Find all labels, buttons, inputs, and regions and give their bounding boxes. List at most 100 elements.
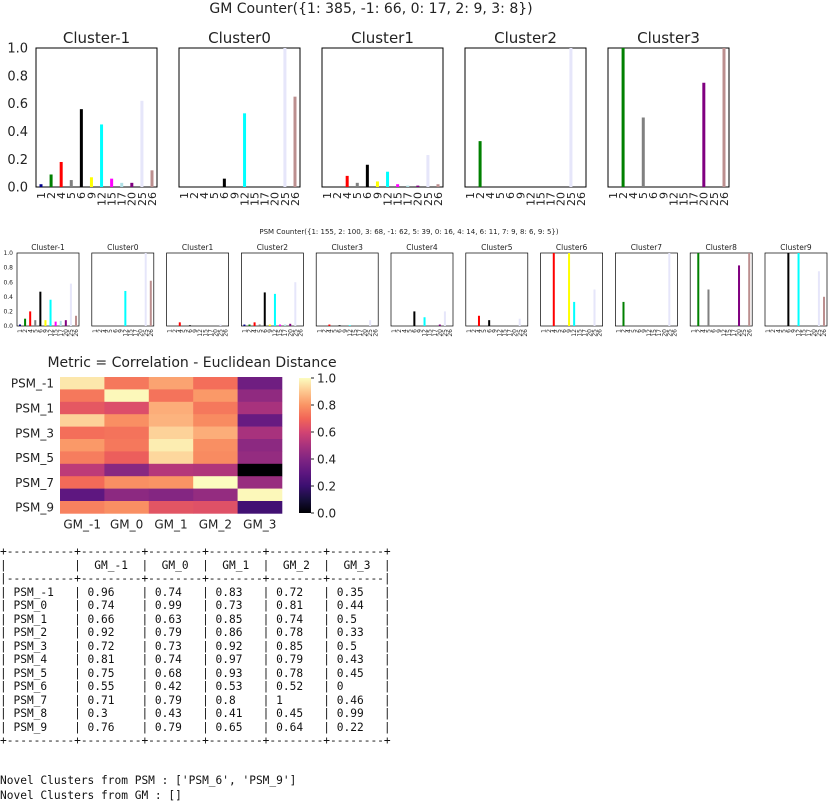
gm-panel-title: Cluster3 [637, 29, 700, 47]
psm-panel-frame [241, 252, 304, 327]
psm-xtick-label: 4 [252, 329, 259, 333]
psm-xtick-label: 26 [447, 329, 454, 337]
heatmap-cell [60, 439, 105, 452]
colorbar-tick-label: 1.0 [317, 372, 336, 386]
psm-bar [477, 315, 480, 326]
psm-xtick-label: 25 [666, 329, 673, 337]
gm-bar [110, 178, 114, 187]
psm-ytick-label: 0.4 [3, 294, 13, 301]
gm-xtick-label: 6 [218, 192, 231, 199]
gm-xtick-label: 9 [371, 192, 384, 199]
heatmap-cell [104, 389, 150, 403]
psm-xtick-label: 4 [626, 329, 633, 333]
heatmap-cell [148, 451, 194, 465]
psm-xtick-label: 12 [48, 329, 55, 337]
gm-xtick-label: 4 [198, 192, 211, 199]
heatmap-cell [60, 488, 105, 502]
psm-xtick-label: 25 [517, 329, 524, 337]
psm-ytick-label: 0.6 [3, 279, 13, 286]
psm-xtick-label: 17 [581, 329, 588, 337]
psm-xtick-label: 9 [267, 329, 274, 333]
heatmap-xtick-label: GM_0 [110, 517, 143, 531]
heatmap-cell [60, 389, 105, 403]
psm-xtick-label: 12 [272, 329, 279, 337]
heatmap-cell [60, 476, 105, 489]
gm-bar [386, 171, 390, 187]
gm-bar [702, 82, 706, 187]
psm-bar [423, 317, 426, 326]
psm-bar [738, 265, 741, 326]
psm-xtick-label: 6 [112, 329, 119, 333]
gm-bar [355, 182, 359, 187]
heatmap-cell [237, 377, 283, 390]
gm-xtick-label: 2 [188, 192, 201, 199]
psm-xtick-label: 25 [592, 329, 599, 337]
heatmap-cell [148, 426, 194, 440]
psm-bar [823, 296, 825, 326]
psm-xtick-label: 2 [471, 329, 478, 333]
psm-xtick-label: 15 [651, 329, 658, 337]
psm-bar [263, 292, 266, 326]
gm-panel-title: Cluster0 [208, 29, 271, 47]
gm-xtick-label: 20 [412, 192, 425, 206]
psm-xtick-label: 5 [706, 329, 713, 333]
heatmap-cell [193, 451, 238, 465]
psm-xtick-label: 26 [522, 329, 529, 337]
psm-bar [552, 253, 555, 326]
psm-xtick-label: 17 [432, 329, 439, 337]
psm-xtick-label: 17 [133, 329, 140, 337]
gm-xtick-label: 25 [422, 192, 435, 206]
psm-xtick-label: 5 [780, 329, 787, 333]
heatmap-xtick-label: GM_3 [243, 517, 276, 531]
gm-xtick-label: 1 [607, 192, 620, 199]
psm-xtick-label: 26 [73, 329, 80, 337]
psm-xtick-label: 1 [17, 329, 24, 333]
gm-xtick-label: 12 [667, 192, 680, 206]
psm-bar [49, 299, 52, 326]
psm-bar [787, 253, 790, 326]
psm-xtick-label: 26 [298, 329, 305, 337]
psm-xtick-label: 1 [616, 329, 623, 333]
heatmap-cell [60, 463, 105, 477]
heatmap-cell [60, 501, 105, 514]
psm-xtick-label: 20 [587, 329, 594, 337]
gm-bar [243, 113, 247, 187]
gm-xtick-label: 1 [464, 192, 477, 199]
psm-xtick-label: 17 [357, 329, 364, 337]
heatmap-cell [193, 377, 238, 390]
psm-bar [438, 324, 441, 326]
heatmap-cell [237, 439, 283, 452]
psm-xtick-label: 9 [491, 329, 498, 333]
gm-xtick-label: 6 [361, 192, 374, 199]
psm-xtick-label: 9 [417, 329, 424, 333]
psm-bar [34, 320, 37, 326]
gm-bar [345, 175, 349, 187]
psm-bar [149, 280, 152, 326]
psm-bar [797, 253, 800, 326]
gm-bar [283, 48, 287, 187]
gm-xtick-label: 12 [238, 192, 251, 206]
psm-bar [59, 320, 62, 326]
gm-bar [478, 141, 482, 187]
gm-panel-title: Cluster1 [351, 29, 414, 47]
gm-xtick-label: 26 [718, 192, 731, 206]
gm-xtick-label: 5 [494, 192, 507, 199]
psm-xtick-label: 6 [337, 329, 344, 333]
gm-xtick-label: 25 [565, 192, 578, 206]
colorbar-tick-label: 0.2 [317, 480, 336, 494]
psm-bar [573, 301, 576, 326]
psm-bar [668, 253, 671, 326]
psm-xtick-label: 4 [551, 329, 558, 333]
psm-xtick-label: 15 [128, 329, 135, 337]
psm-xtick-label: 1 [242, 329, 249, 333]
psm-bar [413, 311, 416, 326]
gm-xtick-label: 17 [402, 192, 415, 206]
psm-panel-frame [689, 252, 753, 327]
heatmap-cell [148, 463, 194, 477]
psm-xtick-label: 26 [148, 329, 155, 337]
gm-bar [293, 96, 297, 187]
heatmap-cell [193, 414, 238, 427]
psm-bar [248, 324, 251, 326]
psm-xtick-label: 17 [58, 329, 65, 337]
psm-xtick-label: 12 [571, 329, 578, 337]
